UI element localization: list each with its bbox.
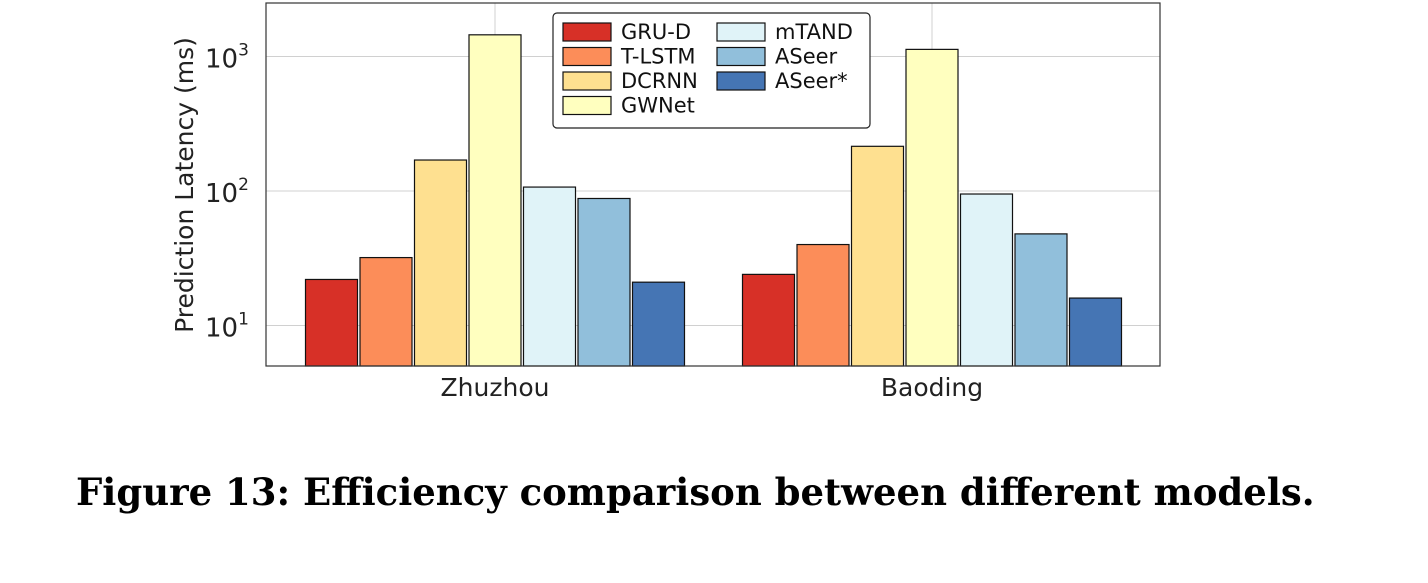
legend-label: ASeer [775,45,838,69]
y-tick-base: 10 [205,179,238,209]
y-tick-exponent: 1 [238,310,249,330]
legend-swatch [562,22,612,42]
legend-label: GRU-D [621,20,691,44]
bar-dcrnn-zhuzhou [413,159,468,367]
legend-label: DCRNN [621,69,698,93]
bar-mtand-zhuzhou [522,186,577,367]
bar-grud-baoding [741,273,796,367]
bar-dcrnn-baoding [850,145,905,367]
bar-mtand-baoding [959,193,1014,367]
x-tick-label: Zhuzhou [441,373,550,402]
bar-aseer-zhuzhou [577,197,631,367]
plot-frame [265,2,1161,367]
bar-gwnet-baoding [905,48,959,367]
legend-label: T-LSTM [620,45,695,69]
figure-caption: Figure 13: Efficiency comparison between… [76,470,1315,514]
legend-swatch [716,71,766,91]
bar-grud-zhuzhou [304,278,359,367]
bar-aseer-baoding [1014,233,1068,367]
x-ticks: Zhuzhou Baoding [441,373,984,402]
bar-tlstm-zhuzhou [359,256,413,367]
legend-swatch [562,95,612,116]
legend-swatch [716,22,766,42]
y-tick-exponent: 3 [238,41,249,61]
legend-swatch [562,71,612,91]
legend-swatch [716,46,766,67]
y-tick-exponent: 2 [238,175,249,195]
y-tick-base: 10 [205,314,238,344]
x-tick-label: Baoding [881,373,983,402]
legend-label: mTAND [775,20,853,44]
y-tick-label: 101 [205,310,249,344]
legend-box [552,12,871,129]
bar-gwnet-zhuzhou [468,34,522,367]
bar-aseer-baoding [1068,297,1123,367]
legend-label: ASeer* [775,69,848,93]
y-tick-label: 102 [205,175,249,209]
y-tick-base: 10 [205,45,238,75]
bar-tlstm-baoding [796,243,850,367]
legend-label: GWNet [621,94,695,118]
legend-swatch [562,46,612,67]
bars [304,34,1123,367]
y-tick-label: 103 [205,41,249,75]
y-axis-label: Prediction Latency (ms) [170,37,199,333]
bar-aseer-zhuzhou [631,281,686,367]
